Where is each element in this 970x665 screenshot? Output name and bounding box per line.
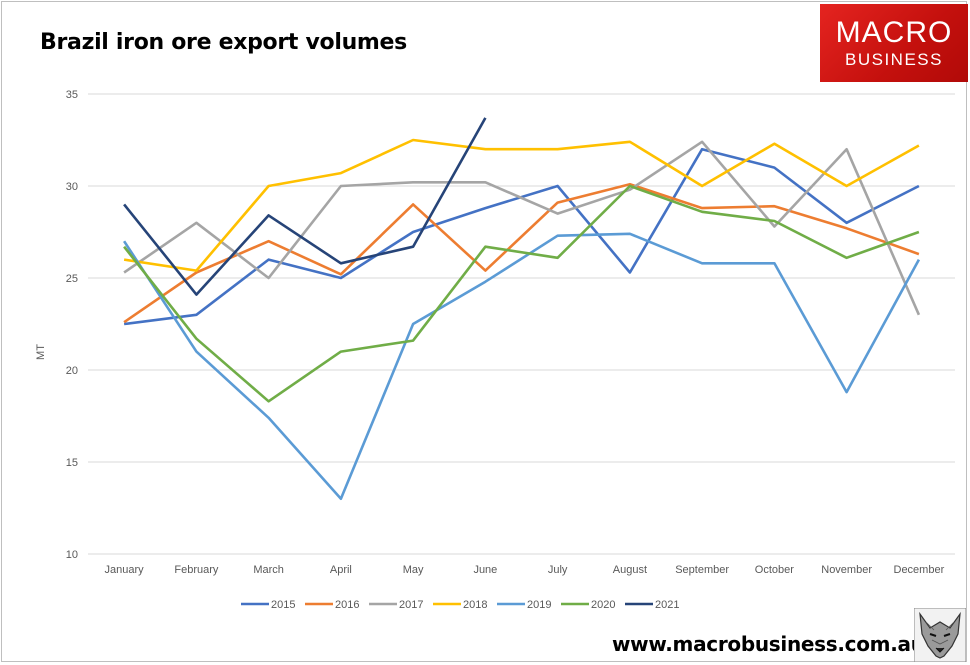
x-tick-label: February: [174, 564, 219, 576]
macrobusiness-logo: MACRO BUSINESS: [820, 4, 968, 82]
legend-label: 2016: [335, 599, 359, 611]
y-tick-label: 10: [66, 549, 78, 561]
x-tick-label: December: [894, 564, 945, 576]
y-axis-ticks: 10 15 20 25 30 35: [66, 89, 78, 561]
series-line-2019: [123, 232, 921, 501]
series-line-2016: [123, 182, 920, 324]
logo-line2: BUSINESS: [845, 50, 943, 69]
series-line-2020: [123, 184, 920, 403]
legend-label: 2021: [655, 599, 679, 611]
y-tick-label: 15: [66, 457, 78, 469]
legend-entry-2018: 2018: [433, 599, 487, 611]
y-tick-label: 20: [66, 365, 78, 377]
x-tick-label: April: [330, 564, 352, 576]
series-line-2021: [123, 117, 487, 296]
series-lines: [123, 117, 921, 501]
x-tick-label: October: [755, 564, 794, 576]
legend-label: 2015: [271, 599, 295, 611]
legend: 2015 2016 2017 2018 2019 2020 2021: [241, 599, 679, 611]
series-line-2018: [123, 138, 920, 272]
x-tick-label: March: [253, 564, 284, 576]
legend-entry-2015: 2015: [241, 599, 295, 611]
x-axis-ticks: January February March April May June July Augu…: [105, 564, 945, 576]
y-tick-label: 35: [66, 89, 78, 101]
legend-label: 2020: [591, 599, 615, 611]
logo-line1: MACRO: [835, 16, 953, 49]
y-axis-label: MT: [35, 344, 47, 360]
legend-entry-2016: 2016: [305, 599, 359, 611]
x-tick-label: July: [548, 564, 568, 576]
x-tick-label: January: [105, 564, 145, 576]
website-url: www.macrobusiness.com.au: [612, 632, 925, 656]
x-tick-label: June: [473, 564, 497, 576]
legend-label: 2017: [399, 599, 423, 611]
legend-label: 2019: [527, 599, 551, 611]
x-tick-label: November: [821, 564, 872, 576]
legend-entry-2017: 2017: [369, 599, 423, 611]
legend-entry-2019: 2019: [497, 599, 551, 611]
x-tick-label: May: [403, 564, 424, 576]
chart-title: Brazil iron ore export volumes: [40, 30, 407, 55]
legend-entry-2020: 2020: [561, 599, 615, 611]
x-tick-label: August: [613, 564, 647, 576]
gridlines: [88, 93, 955, 555]
y-tick-label: 30: [66, 181, 78, 193]
y-tick-label: 25: [66, 273, 78, 285]
legend-label: 2018: [463, 599, 487, 611]
series-line-2017: [123, 140, 921, 316]
legend-entry-2021: 2021: [625, 599, 679, 611]
wolf-icon: [914, 608, 966, 662]
x-tick-label: September: [675, 564, 729, 576]
